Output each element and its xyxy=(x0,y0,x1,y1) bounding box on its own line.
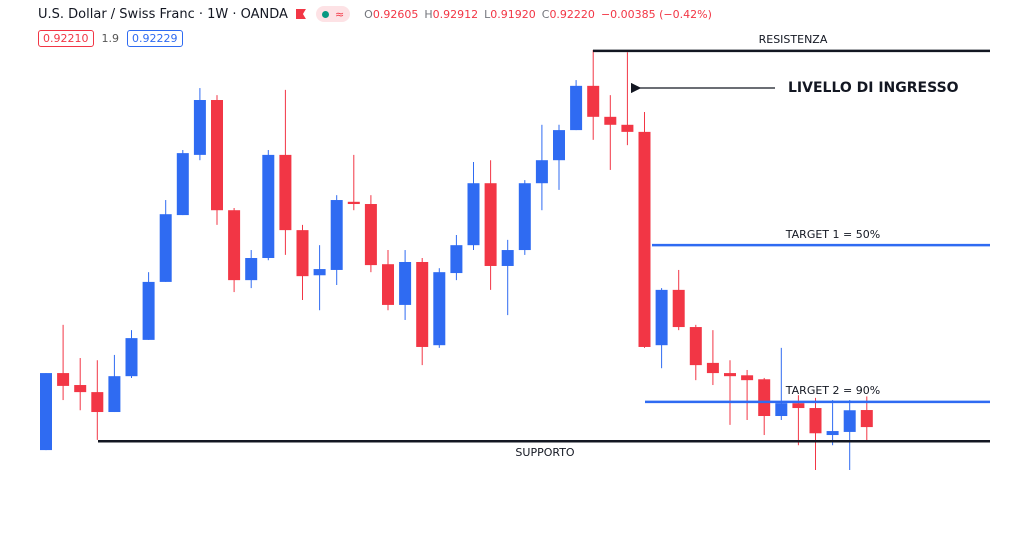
ohlc-key: C xyxy=(541,7,550,21)
ohlc-value: 0.92220 xyxy=(549,7,595,21)
candle-body xyxy=(91,392,104,413)
candle-body xyxy=(587,85,600,117)
candle-body xyxy=(450,245,463,274)
ohlc-item: L0.91920 xyxy=(484,8,536,21)
level-label: TARGET 2 = 90% xyxy=(785,384,880,397)
candle-body xyxy=(860,410,873,428)
candle-body xyxy=(724,373,736,377)
candle-body xyxy=(775,403,788,417)
ohlc-key: H xyxy=(424,7,433,21)
candle-body xyxy=(570,85,583,131)
status-pill: ≈ xyxy=(315,6,351,22)
candle-body xyxy=(484,183,497,266)
candle-body xyxy=(313,269,326,276)
candle-body xyxy=(57,373,70,386)
ohlc-key: O xyxy=(364,7,373,21)
candle-body xyxy=(347,201,360,205)
candle-body xyxy=(279,154,292,231)
ohlc-key: L xyxy=(484,7,491,21)
candle-body xyxy=(467,183,480,246)
candle-body xyxy=(125,338,138,377)
candle-body xyxy=(843,410,856,432)
candle-body xyxy=(364,204,377,266)
candle-body xyxy=(142,281,155,340)
candle-body xyxy=(826,431,839,436)
candle-body xyxy=(74,385,87,393)
ohlc: O0.92605 H0.92912 L0.91920 C0.92220 xyxy=(364,7,601,22)
candle-body xyxy=(262,154,275,259)
annotation: LIVELLO DI INGRESSO xyxy=(788,80,959,96)
change: −0.00385 (−0.42%) xyxy=(600,7,712,21)
candle-body xyxy=(382,264,394,305)
candle-body xyxy=(672,289,685,328)
candle-body xyxy=(741,375,754,381)
candle-body xyxy=(433,272,446,346)
ohlc-item: O0.92605 xyxy=(364,8,418,21)
candle-body xyxy=(809,408,822,434)
pill-text: ≈ xyxy=(334,7,345,21)
candle-body xyxy=(296,230,309,277)
candle-body xyxy=(416,261,429,347)
level-label: TARGET 1 = 50% xyxy=(785,228,880,241)
ohlc-value: 0.91920 xyxy=(490,7,536,21)
ohlc-value: 0.92605 xyxy=(372,7,419,21)
ohlc-item: H0.92912 xyxy=(424,8,478,21)
candle-body xyxy=(689,327,702,366)
candle-body xyxy=(228,210,241,281)
candle-body xyxy=(604,116,617,125)
candle-body xyxy=(655,289,668,346)
candle-body xyxy=(193,100,206,155)
ask[interactable]: 0.92229 xyxy=(127,30,183,47)
candle-body xyxy=(621,124,634,132)
candle-body xyxy=(638,131,651,347)
ohlc-value: 0.92912 xyxy=(432,7,479,21)
header: U.S. Dollar / Swiss Franc · 1W · OANDA ≈… xyxy=(38,6,718,22)
candle-body xyxy=(245,258,258,281)
candle-body xyxy=(518,183,531,251)
candle-body xyxy=(792,403,805,409)
candle-body xyxy=(535,160,548,184)
candle-body xyxy=(706,362,719,374)
candle-body xyxy=(211,100,223,211)
candle-body xyxy=(176,153,189,216)
level-label: RESISTENZA xyxy=(759,33,828,46)
candle-body xyxy=(159,214,172,282)
quote-row: 0.92210 1.9 0.92229 xyxy=(38,30,183,47)
candle-body xyxy=(40,373,52,451)
candle-body xyxy=(108,376,121,413)
candle-body xyxy=(330,200,343,270)
ohlc-item: C0.92220 xyxy=(542,8,595,21)
spread: 1.9 xyxy=(101,32,120,45)
candle-body xyxy=(501,250,514,266)
flag-icon xyxy=(295,9,306,19)
bid[interactable]: 0.92210 xyxy=(38,30,94,47)
candle-body xyxy=(399,261,412,305)
level-label: SUPPORTO xyxy=(515,446,575,459)
symbol-title: U.S. Dollar / Swiss Franc · 1W · OANDA xyxy=(38,6,288,22)
candle-body xyxy=(758,379,771,417)
candle-body xyxy=(553,130,565,161)
